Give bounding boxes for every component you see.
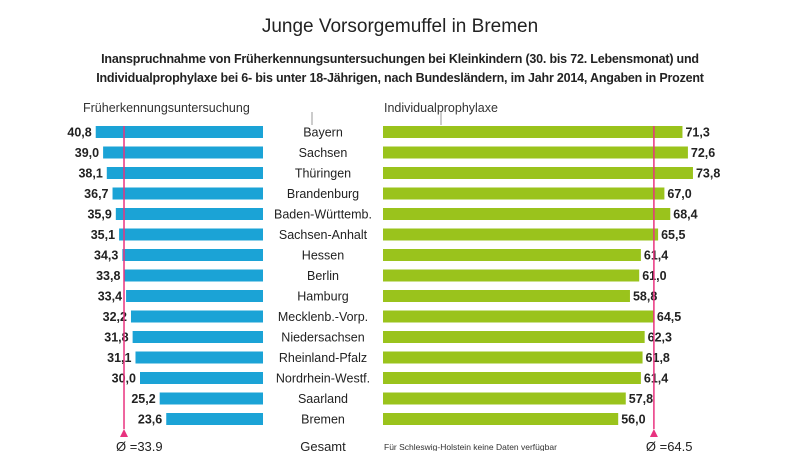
value-label-right: 67,0 <box>667 187 691 201</box>
bar-right <box>383 351 643 364</box>
bar-left <box>159 392 263 405</box>
mean-arrow <box>649 429 658 437</box>
category-label: Sachsen <box>299 146 348 160</box>
value-label-left: 35,9 <box>87 208 111 222</box>
bar-left <box>132 331 263 343</box>
value-label-left: 25,2 <box>131 392 155 406</box>
value-label-left: 31,1 <box>107 351 131 365</box>
bar-right <box>383 372 641 384</box>
value-label-right: 58,8 <box>633 290 657 304</box>
value-label-left: 39,0 <box>75 146 99 160</box>
value-label-right: 72,6 <box>691 146 715 160</box>
subtitle-line: Inanspruchnahme von Früherkennungsunters… <box>101 52 699 66</box>
mean-label: Ø =64,5 <box>646 439 693 451</box>
value-label-left: 31,8 <box>104 331 128 345</box>
bar-right <box>383 392 626 405</box>
bar-right <box>383 167 693 179</box>
category-label: Niedersachsen <box>281 331 364 345</box>
value-label-left: 40,8 <box>67 126 91 140</box>
bar-left <box>103 146 263 159</box>
value-label-left: 36,7 <box>84 187 108 201</box>
chart-subtitle: Inanspruchnahme von Früherkennungsunters… <box>0 50 800 88</box>
bar-right <box>383 208 671 220</box>
category-label: Bayern <box>303 126 343 140</box>
category-label: Mecklenb.-Vorp. <box>278 310 368 324</box>
bar-left <box>140 372 263 384</box>
bar-right <box>383 126 683 138</box>
bar-left <box>119 228 263 241</box>
bar-right <box>383 413 619 425</box>
bar-right <box>383 310 654 323</box>
category-label: Hessen <box>302 249 344 263</box>
category-label: Baden-Württemb. <box>274 208 372 222</box>
value-label-left: 23,6 <box>138 413 162 427</box>
category-label: Rheinland-Pfalz <box>279 351 367 365</box>
bar-right <box>383 331 645 343</box>
category-label: Hamburg <box>297 290 348 304</box>
legend-left: Früherkennungsuntersuchung <box>83 101 250 115</box>
bar-left <box>106 167 263 179</box>
value-label-left: 35,1 <box>91 228 115 242</box>
bar-left <box>126 290 263 302</box>
value-label-right: 65,5 <box>661 228 685 242</box>
note: Für Schleswig-Holstein keine Daten verfü… <box>384 442 557 451</box>
bar-left <box>130 310 263 323</box>
category-label: Nordrhein-Westf. <box>276 372 370 386</box>
value-label-left: 33,4 <box>98 290 122 304</box>
category-label: Berlin <box>307 269 339 283</box>
subtitle-line: Individualprophylaxe bei 6- bis unter 18… <box>96 71 704 85</box>
bar-right <box>383 146 688 159</box>
value-label-right: 62,3 <box>648 331 672 345</box>
bar-right <box>383 187 665 200</box>
mean-arrow <box>120 429 129 437</box>
value-label-right: 73,8 <box>696 167 720 181</box>
chart-title: Junge Vorsorgemuffel in Bremen <box>261 16 539 37</box>
value-label-right: 64,5 <box>657 310 681 324</box>
bar-right <box>383 249 641 261</box>
value-label-right: 61,4 <box>644 249 668 263</box>
value-label-right: 68,4 <box>673 208 697 222</box>
category-label: Thüringen <box>295 167 351 181</box>
bar-left <box>124 269 263 282</box>
value-label-right: 56,0 <box>621 413 645 427</box>
bar-left <box>122 249 264 261</box>
bar-left <box>95 126 263 138</box>
value-label-left: 32,2 <box>103 310 127 324</box>
bar-right <box>383 269 640 282</box>
value-label-left: 34,3 <box>94 249 118 263</box>
legend-right: Individualprophylaxe <box>384 101 498 115</box>
bar-left <box>112 187 263 200</box>
value-label-right: 57,8 <box>629 392 653 406</box>
bar-right <box>383 290 630 302</box>
value-label-left: 33,8 <box>96 269 120 283</box>
category-label: Bremen <box>301 413 345 427</box>
mean-label: Ø =33,9 <box>116 439 163 451</box>
bar-left <box>166 413 263 425</box>
total-label: Gesamt <box>300 439 346 451</box>
value-label-right: 71,3 <box>685 126 709 140</box>
bar-left <box>135 351 263 364</box>
value-label-right: 61,4 <box>644 372 668 386</box>
value-label-left: 38,1 <box>78 167 102 181</box>
category-label: Sachsen-Anhalt <box>279 228 368 242</box>
category-label: Saarland <box>298 392 348 406</box>
bar-right <box>383 228 659 241</box>
bar-left <box>115 208 263 220</box>
category-label: Brandenburg <box>287 187 359 201</box>
value-label-right: 61,8 <box>646 351 670 365</box>
